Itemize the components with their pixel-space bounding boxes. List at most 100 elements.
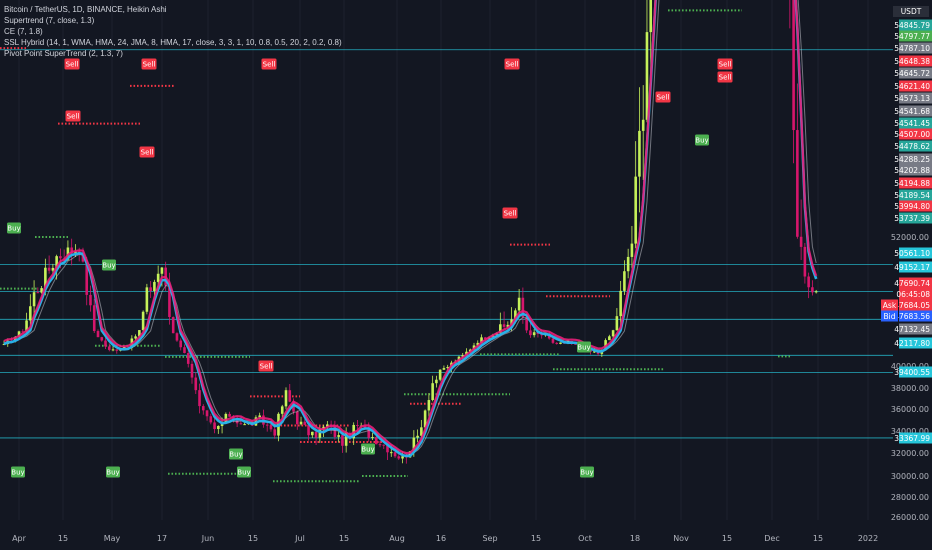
candle-body[interactable]	[510, 319, 513, 325]
candle-body[interactable]	[326, 424, 329, 427]
candle-body[interactable]	[623, 271, 626, 291]
candle-body[interactable]	[175, 333, 179, 341]
candle-body[interactable]	[145, 287, 149, 312]
candle-body[interactable]	[217, 425, 220, 430]
candle-body[interactable]	[532, 332, 536, 336]
candle-body[interactable]	[559, 342, 562, 344]
candle-body[interactable]	[36, 292, 40, 294]
candle-body[interactable]	[645, 32, 649, 120]
candle-body[interactable]	[792, 0, 795, 131]
candle-body[interactable]	[356, 424, 359, 426]
candle-body[interactable]	[412, 437, 416, 452]
candle-body[interactable]	[333, 426, 337, 437]
candle-body[interactable]	[514, 310, 517, 320]
candle-body[interactable]	[814, 291, 818, 293]
candle-body[interactable]	[314, 431, 318, 438]
candle-body[interactable]	[378, 444, 382, 446]
candle-body[interactable]	[213, 422, 216, 430]
candle-body[interactable]	[529, 330, 532, 336]
candle-body[interactable]	[47, 267, 51, 271]
candle-body[interactable]	[183, 347, 186, 354]
candle-body[interactable]	[100, 337, 104, 341]
candle-body[interactable]	[284, 390, 288, 407]
candle-body[interactable]	[341, 435, 344, 446]
candle-body[interactable]	[416, 435, 419, 438]
candle-body[interactable]	[228, 413, 231, 417]
candle-body[interactable]	[115, 349, 119, 351]
candle-body[interactable]	[811, 287, 814, 293]
candle-body[interactable]	[70, 247, 73, 254]
candle-body[interactable]	[17, 331, 21, 337]
candle-body[interactable]	[25, 320, 28, 332]
candle-body[interactable]	[179, 340, 183, 348]
candle-body[interactable]	[363, 425, 367, 429]
candle-body[interactable]	[555, 342, 559, 344]
candle-body[interactable]	[615, 316, 619, 331]
candle-body[interactable]	[209, 416, 213, 423]
candle-body[interactable]	[461, 355, 465, 357]
candle-body[interactable]	[551, 338, 555, 343]
candle-body[interactable]	[186, 353, 190, 364]
candle-body[interactable]	[638, 130, 641, 177]
candle-body[interactable]	[386, 445, 389, 453]
candle-body[interactable]	[295, 411, 299, 425]
candle-body[interactable]	[198, 390, 201, 407]
candle-body[interactable]	[608, 336, 611, 341]
candle-body[interactable]	[499, 324, 502, 334]
legend-supertrend[interactable]: Supertrend (7, close, 1.3)	[4, 16, 95, 25]
candle-body[interactable]	[502, 324, 506, 327]
candle-body[interactable]	[649, 0, 653, 33]
candle-body[interactable]	[427, 400, 431, 411]
candle-body[interactable]	[288, 390, 292, 402]
bid-badge[interactable]: Bid	[881, 310, 898, 322]
candle-body[interactable]	[393, 452, 397, 457]
candle-body[interactable]	[85, 261, 89, 295]
candle-body[interactable]	[171, 317, 175, 334]
candle-body[interactable]	[611, 330, 615, 337]
candle-body[interactable]	[307, 424, 310, 436]
candle-body[interactable]	[634, 176, 637, 244]
candle-body[interactable]	[299, 421, 303, 425]
candle-body[interactable]	[476, 342, 480, 346]
candle-body[interactable]	[397, 456, 401, 459]
candle-body[interactable]	[258, 415, 261, 418]
candle-body[interactable]	[401, 456, 404, 459]
candle-body[interactable]	[547, 334, 551, 339]
candle-body[interactable]	[153, 281, 156, 292]
candle-body[interactable]	[89, 294, 92, 306]
candle-body[interactable]	[224, 413, 228, 423]
candle-body[interactable]	[431, 383, 434, 401]
candle-body[interactable]	[44, 267, 47, 289]
candle-body[interactable]	[40, 288, 43, 293]
candle-body[interactable]	[517, 297, 521, 311]
candle-body[interactable]	[619, 290, 622, 317]
candle-body[interactable]	[303, 421, 307, 425]
candle-body[interactable]	[81, 254, 85, 262]
candle-body[interactable]	[2, 344, 6, 346]
candle-body[interactable]	[104, 340, 107, 347]
candle-body[interactable]	[59, 256, 62, 259]
candle-body[interactable]	[389, 452, 393, 454]
candle-body[interactable]	[521, 297, 525, 317]
candle-body[interactable]	[13, 336, 17, 342]
candle-body[interactable]	[420, 427, 423, 436]
candle-body[interactable]	[311, 431, 314, 436]
candle-body[interactable]	[423, 410, 427, 428]
candle-body[interactable]	[803, 246, 807, 277]
candle-body[interactable]	[796, 130, 799, 237]
candle-body[interactable]	[807, 276, 810, 288]
candle-body[interactable]	[168, 285, 171, 318]
candle-body[interactable]	[799, 236, 803, 247]
candle-body[interactable]	[96, 331, 100, 338]
candle-body[interactable]	[269, 425, 273, 430]
candle-body[interactable]	[134, 336, 137, 339]
candle-body[interactable]	[149, 287, 152, 292]
candle-body[interactable]	[593, 351, 596, 353]
candle-body[interactable]	[337, 435, 340, 437]
candle-body[interactable]	[367, 428, 371, 438]
legend-pivot-supertrend[interactable]: Pivot Point SuperTrend (2, 1.3, 7)	[4, 49, 123, 58]
candle-body[interactable]	[641, 119, 645, 131]
legend-ce[interactable]: CE (7, 1.8)	[4, 27, 43, 36]
candle-body[interactable]	[446, 366, 449, 369]
